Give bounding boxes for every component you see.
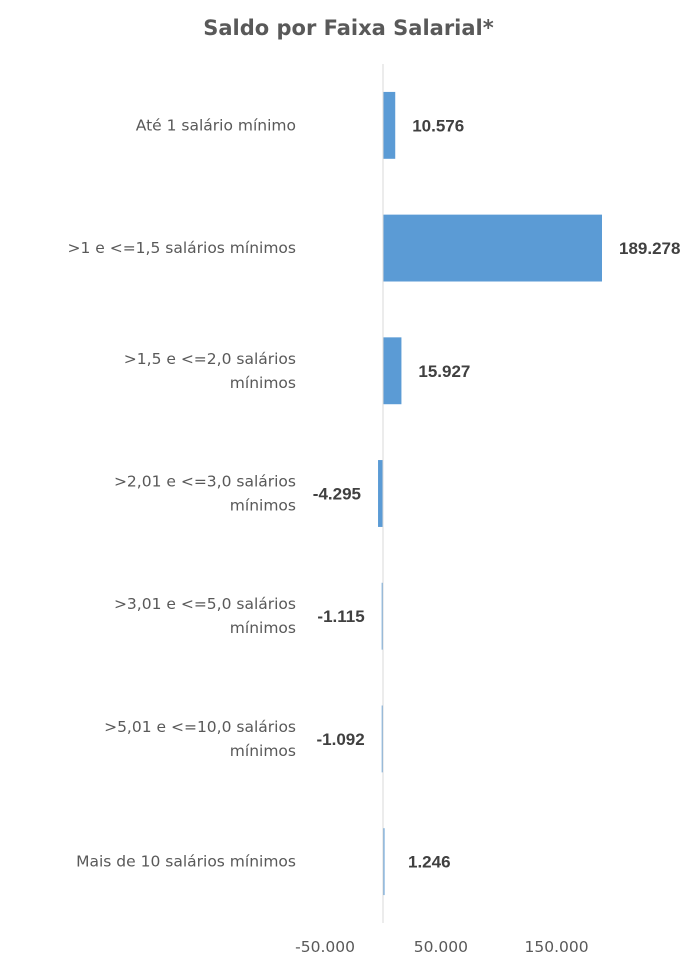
bar-2 [383, 337, 402, 405]
category-label-line: Mais de 10 salários mínimos [76, 853, 296, 871]
category-label: >1 e <=1,5 salários mínimos [67, 239, 296, 257]
category-label: Até 1 salário mínimo [136, 116, 296, 134]
category-label-line: Até 1 salário mínimo [136, 116, 296, 134]
data-label: 10.576 [412, 116, 464, 135]
category-label-line: >5,01 e <=10,0 salários [104, 718, 296, 736]
category-label: >5,01 e <=10,0 salários mínimos [104, 718, 296, 760]
data-label: -1.092 [316, 730, 364, 749]
chart-title: Saldo por Faixa Salarial* [203, 16, 494, 40]
category-label-line: >1,5 e <=2,0 salários [124, 350, 296, 368]
data-label: 15.927 [418, 362, 470, 381]
data-label: 189.278 [619, 239, 680, 258]
x-tick-label: 50.000 [414, 938, 468, 956]
data-label: -1.115 [317, 607, 364, 626]
data-label: -4.295 [313, 485, 361, 504]
bar-4 [381, 582, 384, 650]
bar-6 [383, 828, 385, 896]
category-label: >1,5 e <=2,0 salários mínimos [124, 350, 296, 392]
category-label-line: mínimos [230, 742, 296, 760]
bar-0 [383, 91, 396, 159]
x-tick-label: -50.000 [295, 938, 355, 956]
x-tick-label: 150.000 [525, 938, 589, 956]
bar-5 [381, 705, 384, 773]
category-label: >2,01 e <=3,0 salários mínimos [114, 473, 296, 515]
category-label-line: mínimos [230, 374, 296, 392]
data-label: 1.246 [408, 853, 451, 872]
category-label: Mais de 10 salários mínimos [76, 853, 296, 871]
category-label-line: >2,01 e <=3,0 salários [114, 473, 296, 491]
category-label-line: >3,01 e <=5,0 salários [114, 595, 296, 613]
bar-1 [383, 214, 602, 282]
category-label-line: mínimos [230, 497, 296, 515]
bar-3 [378, 460, 383, 527]
category-label-line: mínimos [230, 619, 296, 637]
category-label: >3,01 e <=5,0 salários mínimos [114, 595, 296, 637]
category-label-line: >1 e <=1,5 salários mínimos [67, 239, 296, 257]
